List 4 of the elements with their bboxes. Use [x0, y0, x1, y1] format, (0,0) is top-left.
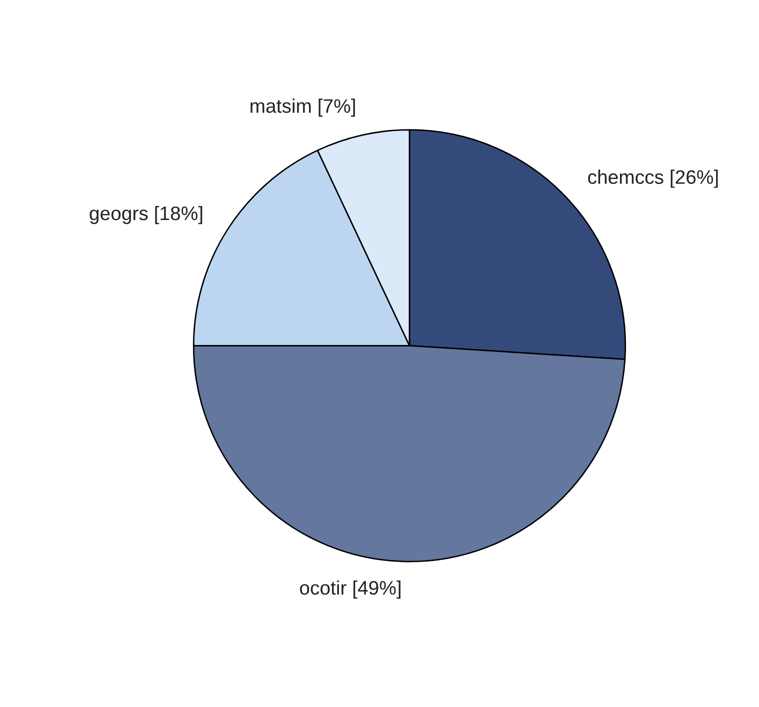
slice-label: geogrs [18%] [90, 206, 202, 224]
slice-label: matsim [7%] [250, 98, 355, 117]
slice-label: chemccs [26%] [588, 170, 718, 188]
slice-label: ocotir [49%] [300, 580, 400, 599]
